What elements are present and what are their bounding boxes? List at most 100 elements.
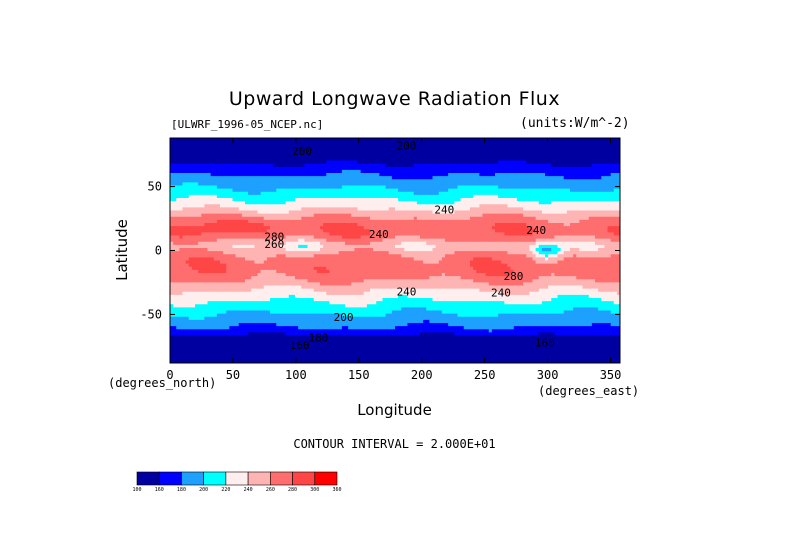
field-cell — [220, 334, 224, 339]
field-cell — [413, 272, 418, 277]
field-cell — [570, 350, 574, 355]
field-cell — [198, 294, 202, 298]
field-cell — [482, 288, 487, 292]
field-cell — [373, 263, 377, 267]
field-cell — [232, 328, 237, 333]
field-cell — [601, 341, 605, 345]
field-cell — [345, 322, 349, 327]
field-cell — [473, 288, 477, 292]
field-cell — [245, 313, 249, 317]
field-cell — [354, 284, 359, 289]
field-cell — [538, 259, 543, 264]
field-cell — [507, 300, 512, 305]
field-cell — [420, 263, 424, 267]
field-cell — [260, 344, 265, 348]
field-cell — [238, 256, 243, 261]
field-cell — [448, 331, 452, 336]
field-cell — [301, 325, 305, 330]
field-cell — [551, 325, 555, 330]
field-cell — [326, 294, 330, 298]
field-cell — [401, 275, 405, 280]
field-cell — [351, 319, 355, 323]
field-cell — [429, 300, 434, 305]
field-cell — [482, 341, 487, 345]
field-cell — [579, 275, 584, 280]
field-cell — [360, 259, 365, 264]
field-cell — [329, 294, 334, 298]
field-cell — [323, 284, 327, 289]
field-cell — [398, 341, 402, 345]
field-cell — [426, 300, 430, 305]
field-cell — [435, 297, 440, 302]
field-cell — [313, 350, 318, 355]
field-cell — [573, 341, 577, 345]
field-cell — [257, 344, 262, 348]
field-cell — [182, 303, 187, 308]
field-cell — [373, 281, 377, 286]
field-cell — [310, 347, 315, 352]
field-cell — [329, 322, 334, 327]
field-cell — [379, 303, 384, 308]
field-cell — [451, 344, 455, 348]
field-cell — [591, 334, 596, 339]
field-cell — [535, 341, 540, 345]
field-cell — [232, 294, 237, 298]
field-cell — [266, 319, 271, 323]
field-cell — [207, 284, 212, 289]
field-cell — [198, 281, 202, 286]
field-cell — [526, 316, 530, 320]
field-cell — [241, 256, 246, 261]
field-cell — [435, 294, 440, 298]
field-cell — [251, 300, 255, 305]
field-cell — [170, 259, 174, 264]
field-cell — [326, 347, 330, 352]
field-cell — [248, 322, 252, 327]
field-cell — [404, 278, 409, 283]
field-cell — [276, 294, 280, 298]
field-cell — [241, 291, 246, 295]
field-cell — [310, 350, 315, 355]
field-cell — [482, 278, 487, 283]
field-cell — [170, 309, 174, 314]
field-cell — [182, 297, 187, 302]
field-cell — [210, 353, 215, 358]
field-cell — [382, 275, 387, 280]
field-cell — [173, 278, 177, 283]
field-cell — [238, 263, 243, 267]
field-cell — [216, 319, 221, 323]
field-cell — [445, 334, 449, 339]
field-cell — [285, 328, 290, 333]
field-cell — [460, 313, 465, 317]
field-cell — [601, 319, 605, 323]
field-cell — [507, 297, 512, 302]
field-cell — [451, 338, 455, 342]
field-cell — [263, 325, 268, 330]
field-cell — [466, 269, 471, 273]
field-cell — [407, 316, 412, 320]
field-cell — [248, 309, 252, 314]
field-cell — [432, 334, 437, 339]
field-cell — [604, 303, 609, 308]
field-cell — [570, 297, 574, 302]
field-cell — [479, 259, 484, 264]
field-cell — [470, 319, 474, 323]
field-cell — [554, 300, 559, 305]
field-cell — [332, 322, 337, 327]
field-cell — [382, 325, 387, 330]
field-cell — [516, 331, 521, 336]
field-cell — [613, 344, 618, 348]
field-cell — [551, 347, 555, 352]
field-cell — [598, 341, 602, 345]
field-cell — [498, 325, 502, 330]
field-cell — [591, 331, 596, 336]
field-cell — [395, 259, 399, 264]
field-cell — [488, 356, 493, 361]
field-cell — [485, 347, 490, 352]
field-cell — [576, 331, 580, 336]
field-cell — [582, 303, 587, 308]
field-cell — [507, 322, 512, 327]
field-cell — [201, 291, 205, 295]
field-cell — [538, 288, 543, 292]
field-cell — [554, 313, 559, 317]
field-cell — [257, 322, 262, 327]
